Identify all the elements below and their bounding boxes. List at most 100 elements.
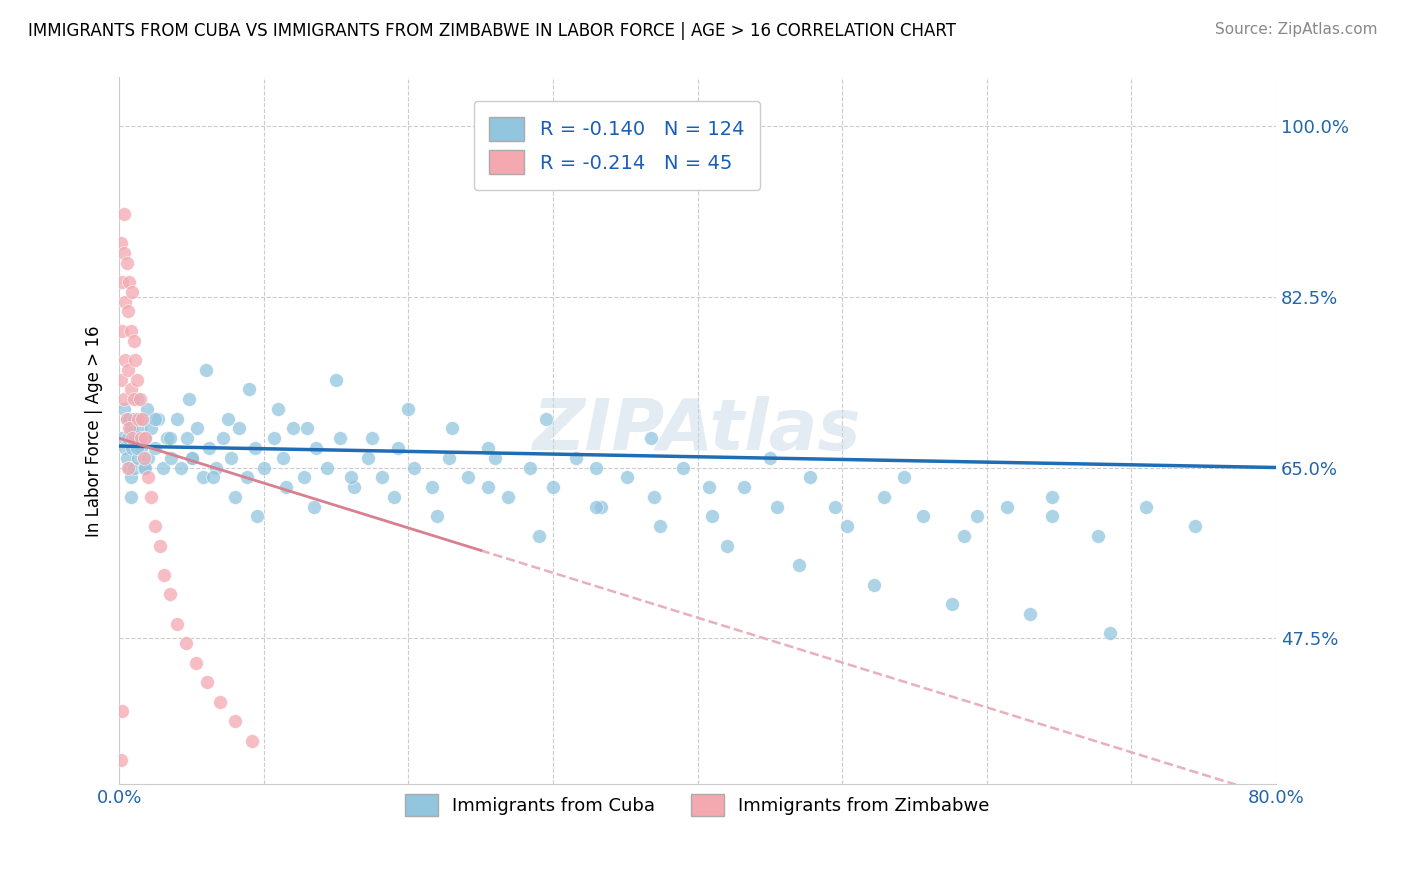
Y-axis label: In Labor Force | Age > 16: In Labor Force | Age > 16	[86, 326, 103, 537]
Point	[440, 421, 463, 435]
Point	[124, 353, 146, 368]
Point	[404, 460, 426, 475]
Point	[824, 500, 846, 514]
Point	[541, 480, 564, 494]
Point	[152, 460, 174, 475]
Point	[118, 421, 141, 435]
Point	[121, 431, 143, 445]
Point	[117, 363, 139, 377]
Point	[1184, 519, 1206, 533]
Point	[120, 383, 142, 397]
Point	[195, 363, 218, 377]
Point	[121, 441, 143, 455]
Point	[118, 460, 141, 475]
Point	[174, 636, 197, 650]
Point	[139, 421, 162, 435]
Point	[136, 450, 159, 465]
Point	[127, 450, 149, 465]
Point	[125, 373, 148, 387]
Point	[134, 431, 156, 445]
Point	[115, 411, 138, 425]
Point	[127, 411, 149, 425]
Point	[128, 421, 150, 435]
Point	[114, 353, 136, 368]
Point	[110, 236, 132, 251]
Point	[184, 656, 207, 670]
Point	[132, 460, 155, 475]
Point	[115, 411, 138, 425]
Point	[134, 460, 156, 475]
Point	[274, 480, 297, 494]
Point	[382, 490, 405, 504]
Point	[1019, 607, 1042, 621]
Point	[952, 529, 974, 543]
Point	[759, 450, 782, 465]
Point	[118, 411, 141, 425]
Point	[697, 480, 720, 494]
Point	[131, 411, 153, 425]
Point	[132, 450, 155, 465]
Text: Source: ZipAtlas.com: Source: ZipAtlas.com	[1215, 22, 1378, 37]
Point	[219, 450, 242, 465]
Point	[121, 285, 143, 299]
Point	[135, 402, 157, 417]
Point	[217, 411, 239, 425]
Point	[124, 431, 146, 445]
Point	[716, 539, 738, 553]
Point	[114, 294, 136, 309]
Point	[186, 421, 208, 435]
Point	[122, 392, 145, 407]
Point	[180, 450, 202, 465]
Point	[426, 509, 449, 524]
Point	[477, 480, 499, 494]
Point	[873, 490, 896, 504]
Point	[316, 460, 339, 475]
Point	[787, 558, 810, 572]
Point	[110, 373, 132, 387]
Point	[941, 597, 963, 611]
Point	[420, 480, 443, 494]
Point	[120, 470, 142, 484]
Point	[243, 441, 266, 455]
Point	[191, 470, 214, 484]
Point	[643, 490, 665, 504]
Point	[240, 733, 263, 747]
Point	[640, 431, 662, 445]
Point	[1087, 529, 1109, 543]
Point	[648, 519, 671, 533]
Point	[145, 411, 167, 425]
Point	[238, 383, 260, 397]
Point	[398, 402, 420, 417]
Point	[139, 490, 162, 504]
Point	[700, 509, 723, 524]
Point	[160, 450, 183, 465]
Point	[159, 587, 181, 601]
Point	[125, 392, 148, 407]
Point	[212, 431, 235, 445]
Point	[893, 470, 915, 484]
Point	[156, 431, 179, 445]
Point	[148, 411, 170, 425]
Point	[281, 421, 304, 435]
Point	[177, 392, 200, 407]
Point	[325, 373, 347, 387]
Point	[117, 304, 139, 318]
Point	[202, 470, 225, 484]
Point	[733, 480, 755, 494]
Point	[616, 470, 638, 484]
Point	[799, 470, 821, 484]
Point	[112, 246, 135, 260]
Point	[111, 324, 134, 338]
Point	[117, 431, 139, 445]
Point	[672, 460, 695, 475]
Point	[304, 500, 326, 514]
Point	[1040, 490, 1063, 504]
Point	[115, 256, 138, 270]
Point	[198, 441, 221, 455]
Point	[585, 500, 607, 514]
Point	[253, 460, 276, 475]
Point	[339, 470, 361, 484]
Point	[111, 431, 134, 445]
Point	[129, 431, 152, 445]
Point	[112, 207, 135, 221]
